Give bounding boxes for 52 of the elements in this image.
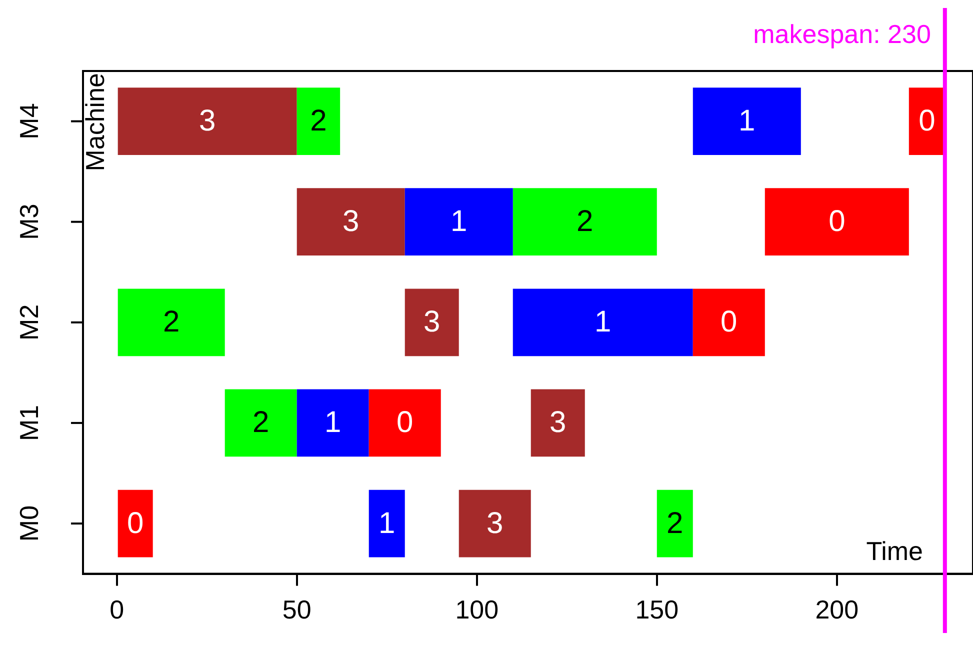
series-label: 2	[666, 506, 684, 540]
bar	[530, 389, 585, 457]
bar	[458, 490, 531, 558]
text: 0	[396, 406, 414, 440]
bar	[296, 188, 405, 256]
y-tick-label: M3	[14, 204, 44, 240]
bar	[404, 188, 513, 256]
x-tick-label: 200	[815, 594, 859, 625]
series-label: 1	[378, 506, 396, 540]
bar	[404, 288, 459, 356]
y-tick-label: M0	[14, 505, 44, 542]
x-axis-title: Time	[866, 536, 923, 566]
y-tick-label: M4	[14, 103, 44, 140]
text: 3	[550, 406, 566, 440]
bar	[118, 490, 153, 558]
x-tick-label: 50	[282, 594, 312, 625]
x-tick-label: 0	[110, 594, 124, 625]
bar	[692, 288, 765, 356]
text: 1	[594, 306, 612, 339]
bar	[512, 188, 657, 256]
bar	[296, 389, 369, 457]
bar	[224, 389, 297, 457]
text: 2	[310, 104, 327, 138]
y-axis-title: Machine	[80, 73, 110, 172]
series-label: 3	[342, 205, 360, 238]
x-tick-label: 100	[455, 594, 499, 625]
text: 1	[324, 406, 342, 440]
bar	[118, 288, 225, 356]
y-tick-label: M1	[14, 404, 44, 442]
x-tick-label: 150	[635, 594, 679, 625]
text: 1	[450, 205, 468, 238]
text: 0	[918, 104, 936, 138]
bar	[118, 88, 297, 155]
bar	[368, 490, 405, 558]
text: 0	[828, 205, 846, 238]
bar	[296, 88, 340, 155]
bar	[656, 490, 693, 558]
text: 1	[738, 104, 756, 138]
bar	[692, 88, 801, 155]
bar	[764, 188, 909, 256]
text: 3	[424, 306, 440, 339]
series-label: 0	[127, 506, 144, 540]
text: 0	[720, 306, 738, 339]
text: 3	[486, 506, 504, 540]
text: 2	[163, 306, 180, 339]
text: 2	[252, 406, 270, 440]
bar	[512, 288, 693, 356]
bar	[368, 389, 441, 457]
ref-line-label: makespan: 230	[753, 19, 931, 50]
text: 2	[576, 205, 594, 238]
y-tick-label: M2	[14, 304, 44, 340]
text: 3	[199, 104, 216, 138]
